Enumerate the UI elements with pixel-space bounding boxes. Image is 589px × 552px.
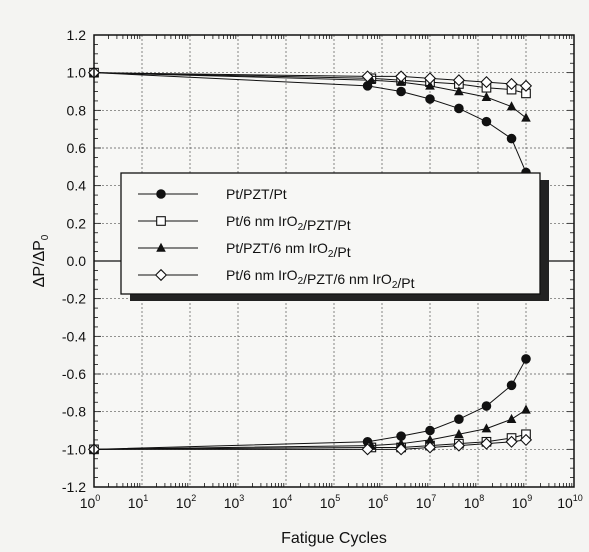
- data-point: [521, 404, 531, 414]
- legend-marker: [156, 242, 166, 252]
- x-tick-label: 109: [512, 493, 533, 511]
- series-line: [93, 72, 527, 119]
- plot-frame: [93, 34, 575, 488]
- data-point: [481, 91, 492, 101]
- data-point: [506, 133, 517, 144]
- series-line: [93, 358, 527, 450]
- x-tick-label: 107: [416, 493, 437, 511]
- y-tick-label: 1.2: [67, 27, 87, 43]
- data-point: [361, 443, 374, 456]
- data-point: [454, 86, 464, 96]
- data-point: [454, 414, 464, 425]
- x-tick-label: 108: [464, 493, 485, 511]
- x-tick-label: 103: [224, 493, 245, 511]
- legend-entry: Pt/6 nm IrO2/PZT/6 nm IrO2/Pt: [138, 267, 415, 291]
- data-point: [480, 437, 493, 450]
- x-tick-label: 106: [368, 493, 389, 511]
- y-tick-label: -0.2: [62, 291, 86, 307]
- data-point: [452, 439, 465, 452]
- y-tick-label: -0.6: [62, 366, 86, 382]
- y-tick-label: -1.2: [62, 479, 86, 495]
- data-point: [425, 425, 435, 436]
- data-point: [505, 435, 518, 448]
- data-point: [506, 101, 517, 111]
- data-point: [425, 80, 435, 90]
- legend: Pt/PZT/Pt Pt/6 nm IrO2/PZT/Pt Pt/PZT/6 nm …: [120, 172, 549, 301]
- data-point: [519, 433, 533, 446]
- data-point: [395, 70, 408, 83]
- x-tick-label: 1010: [557, 493, 583, 511]
- x-tick-label: 101: [128, 493, 149, 511]
- y-tick-label: 0.6: [67, 140, 87, 156]
- data-point: [454, 428, 464, 439]
- data-point: [521, 112, 531, 122]
- data-point: [480, 76, 493, 89]
- x-tick-label: 102: [176, 493, 197, 511]
- series-line: [93, 72, 527, 173]
- data-point: [521, 354, 531, 364]
- legend-marker: [156, 189, 166, 199]
- data-point: [395, 443, 408, 456]
- y-axis-label: ΔP/ΔP0: [31, 234, 51, 287]
- data-point: [481, 116, 492, 127]
- data-point: [481, 401, 492, 411]
- legend-label: Pt/6 nm IrO2/PZT/6 nm IrO2/Pt: [226, 267, 415, 291]
- y-tick-label: 0.4: [67, 178, 87, 194]
- data-point: [396, 86, 406, 97]
- legend-label: Pt/PZT/Pt: [226, 186, 287, 202]
- x-tick-label: 104: [272, 493, 293, 511]
- data-point: [423, 72, 437, 85]
- y-tick-label: 0.0: [67, 253, 87, 269]
- y-tick-label: 0.8: [67, 102, 87, 118]
- series-line: [93, 409, 527, 450]
- data-point: [396, 438, 406, 448]
- series-3: [89, 67, 531, 454]
- x-tick-label: 105: [320, 493, 341, 511]
- x-axis-label: Fatigue Cycles: [281, 530, 387, 547]
- y-tick-labels: 1.2 1.0 0.8 0.6 0.4 0.2 0.0 -0.2 -0.4 -0.6 -0.8 -1.…: [62, 27, 86, 495]
- data-point: [506, 413, 517, 423]
- data-point: [506, 380, 517, 391]
- legend-marker: [154, 268, 168, 282]
- data-point: [481, 423, 492, 433]
- data-point: [505, 77, 518, 91]
- y-tick-label: -0.4: [62, 328, 86, 344]
- data-point: [519, 79, 533, 92]
- data-point: [361, 70, 374, 83]
- series-layer: [87, 66, 533, 456]
- x-tick-labels: 100 101 102 103 104 105 106 107 108 109 1010: [80, 493, 583, 511]
- data-point: [452, 74, 465, 87]
- legend-entry: Pt/6 nm IrO2/PZT/Pt: [138, 213, 351, 233]
- data-point: [454, 103, 464, 114]
- legend-entry: Pt/PZT/6 nm IrO2/Pt: [138, 240, 351, 260]
- data-point: [423, 441, 437, 454]
- y-tick-label: 0.2: [67, 215, 87, 231]
- y-tick-label: 1.0: [67, 65, 87, 81]
- legend-label: Pt/6 nm IrO2/PZT/Pt: [226, 213, 351, 233]
- y-tick-label: -0.8: [62, 404, 86, 420]
- x-tick-label: 100: [80, 493, 101, 511]
- legend-entry: Pt/PZT/Pt: [138, 186, 287, 202]
- legend-label: Pt/PZT/6 nm IrO2/Pt: [226, 240, 351, 260]
- legend-box: [120, 172, 541, 295]
- legend-marker: [156, 216, 166, 226]
- legend-items: Pt/PZT/Pt Pt/6 nm IrO2/PZT/Pt Pt/PZT/6 nm …: [138, 186, 415, 291]
- y-tick-label: -1.0: [62, 441, 86, 457]
- data-point: [425, 94, 435, 104]
- data-point: [425, 434, 435, 444]
- data-point: [366, 74, 377, 84]
